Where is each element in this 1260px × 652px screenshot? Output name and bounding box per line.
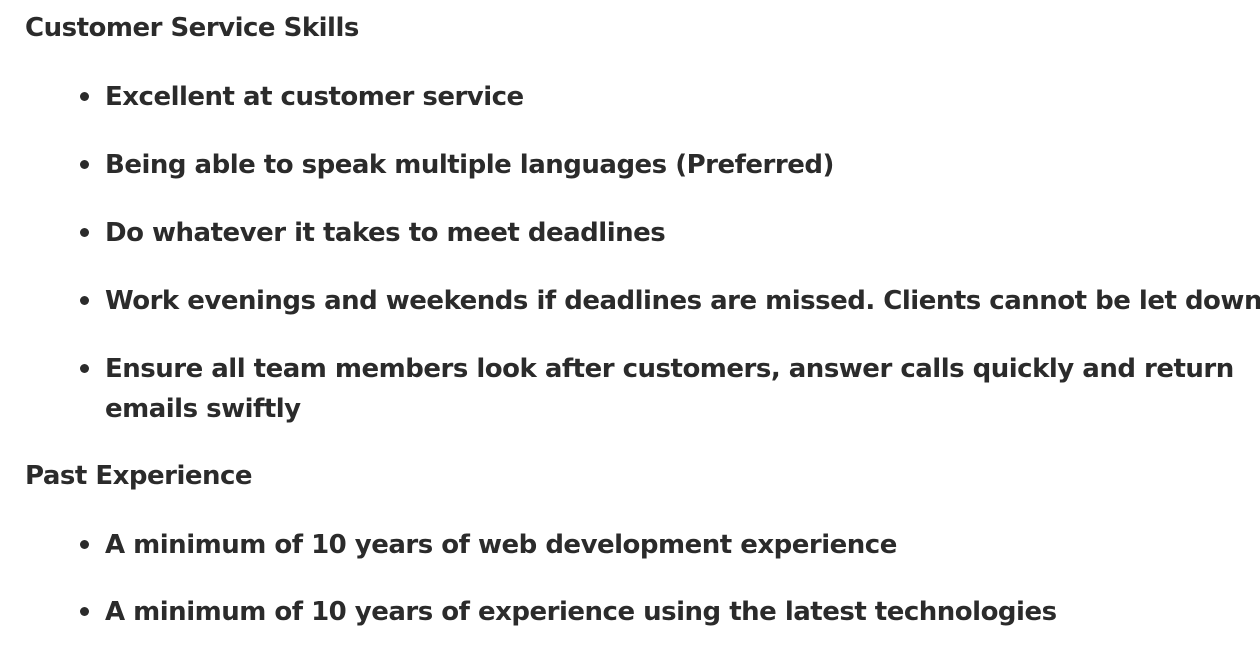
- section-heading-past-experience: Past Experience: [25, 461, 253, 491]
- list-item: Do whatever it takes to meet deadlines: [105, 218, 666, 248]
- bullet-icon: [80, 296, 89, 305]
- list-item: Work evenings and weekends if deadlines …: [105, 286, 1260, 316]
- list-item: Excellent at customer service: [105, 82, 524, 112]
- list-item: Ensure all team members look after custo…: [105, 354, 1234, 424]
- bullet-icon: [80, 160, 89, 169]
- bullet-icon: [80, 364, 89, 373]
- list-item: A minimum of 10 years of web development…: [105, 530, 897, 560]
- list-item: Being able to speak multiple languages (…: [105, 150, 834, 180]
- bullet-icon: [80, 540, 89, 549]
- bullet-icon: [80, 92, 89, 101]
- section-heading-customer-service-skills: Customer Service Skills: [25, 13, 359, 43]
- bullet-icon: [80, 607, 89, 616]
- bullet-icon: [80, 228, 89, 237]
- list-item: A minimum of 10 years of experience usin…: [105, 597, 1057, 627]
